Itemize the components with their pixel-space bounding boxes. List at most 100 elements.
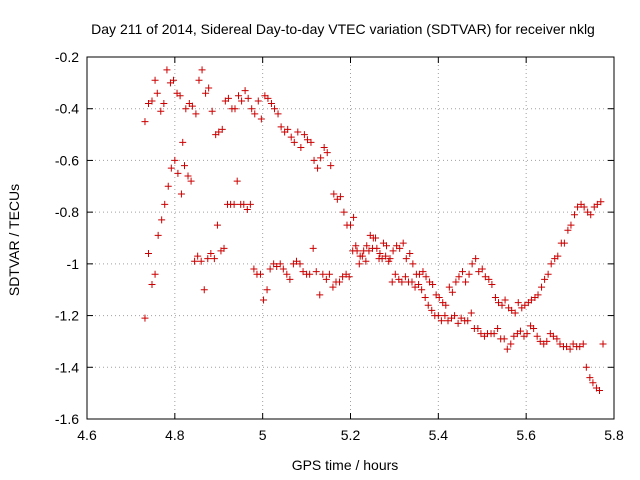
y-tick-label: -1.4 (55, 359, 79, 375)
data-point (582, 363, 590, 371)
data-point (556, 340, 564, 348)
x-tick-label: 5.8 (604, 427, 624, 443)
data-point (477, 330, 485, 338)
data-point (299, 268, 307, 276)
data-point (383, 242, 391, 250)
data-point (580, 203, 588, 211)
data-point (553, 335, 561, 343)
data-point (349, 247, 357, 255)
points-layer (141, 66, 607, 395)
data-point (235, 92, 243, 100)
data-point (527, 296, 535, 304)
y-tick-label: -0.8 (55, 204, 79, 220)
data-point (198, 66, 206, 74)
data-point (368, 244, 376, 252)
data-point (154, 231, 162, 239)
data-point (144, 250, 152, 258)
data-point (372, 234, 380, 242)
data-point (462, 278, 470, 286)
data-point (347, 221, 354, 229)
x-tick-label: 5.2 (341, 427, 361, 443)
data-point (184, 172, 192, 180)
data-point (300, 131, 308, 139)
data-point (243, 206, 251, 214)
data-point (230, 200, 238, 208)
data-point (307, 138, 315, 146)
data-point (401, 273, 409, 281)
x-axis-label: GPS time / hours (292, 457, 399, 473)
data-point (204, 255, 212, 263)
data-point (376, 250, 384, 258)
x-tick-label: 4.8 (165, 427, 185, 443)
data-point (267, 100, 275, 108)
data-point (238, 97, 246, 105)
data-point (567, 221, 575, 229)
data-point (355, 260, 363, 268)
data-point (187, 177, 195, 185)
data-point (215, 128, 223, 136)
data-point (148, 281, 156, 289)
data-point (419, 268, 427, 276)
data-point (457, 314, 465, 322)
data-point (511, 309, 519, 317)
y-tick-label: -0.6 (55, 152, 79, 168)
data-point (240, 200, 248, 208)
data-point (251, 110, 259, 118)
data-point (205, 84, 213, 92)
data-point (279, 265, 287, 273)
data-point (445, 283, 453, 291)
data-point (350, 213, 358, 221)
data-point (363, 242, 371, 250)
data-point (286, 275, 294, 283)
data-point (163, 66, 171, 74)
data-point (409, 260, 417, 268)
data-point (429, 281, 437, 289)
data-point (478, 265, 486, 273)
data-point (508, 306, 516, 314)
data-point (534, 291, 542, 299)
data-point (465, 270, 473, 278)
data-point (500, 335, 508, 343)
data-point (455, 273, 463, 281)
data-point (345, 273, 353, 281)
data-point (303, 136, 311, 144)
data-point (452, 278, 460, 286)
data-point (402, 255, 410, 263)
data-point (188, 102, 196, 110)
data-point (246, 200, 254, 208)
data-point (179, 138, 187, 146)
data-point (406, 250, 414, 258)
data-point (244, 94, 252, 102)
data-point (428, 306, 436, 314)
data-point (276, 260, 284, 268)
data-point (161, 200, 169, 208)
data-point (530, 325, 538, 332)
data-point (411, 283, 419, 291)
data-point (271, 105, 279, 113)
data-point (464, 317, 472, 325)
data-point (297, 144, 305, 151)
data-point (501, 296, 509, 304)
data-point (587, 211, 595, 219)
data-point (336, 193, 344, 201)
data-point (231, 105, 239, 113)
data-point (507, 340, 515, 348)
grid-layer (87, 57, 614, 419)
data-point (174, 169, 182, 177)
data-point (319, 270, 327, 278)
data-point (256, 270, 264, 278)
x-tick-label: 5.6 (516, 427, 536, 443)
data-point (148, 97, 156, 105)
data-point (250, 265, 258, 273)
data-point (323, 149, 331, 157)
data-point (458, 268, 466, 276)
x-tick-label: 4.6 (77, 427, 97, 443)
data-point (220, 244, 228, 252)
plot-frame (86, 56, 615, 420)
data-point (415, 270, 423, 278)
data-point (182, 105, 190, 113)
data-point (467, 309, 475, 317)
data-point (563, 343, 571, 351)
data-point (468, 260, 476, 268)
data-point (503, 345, 511, 353)
